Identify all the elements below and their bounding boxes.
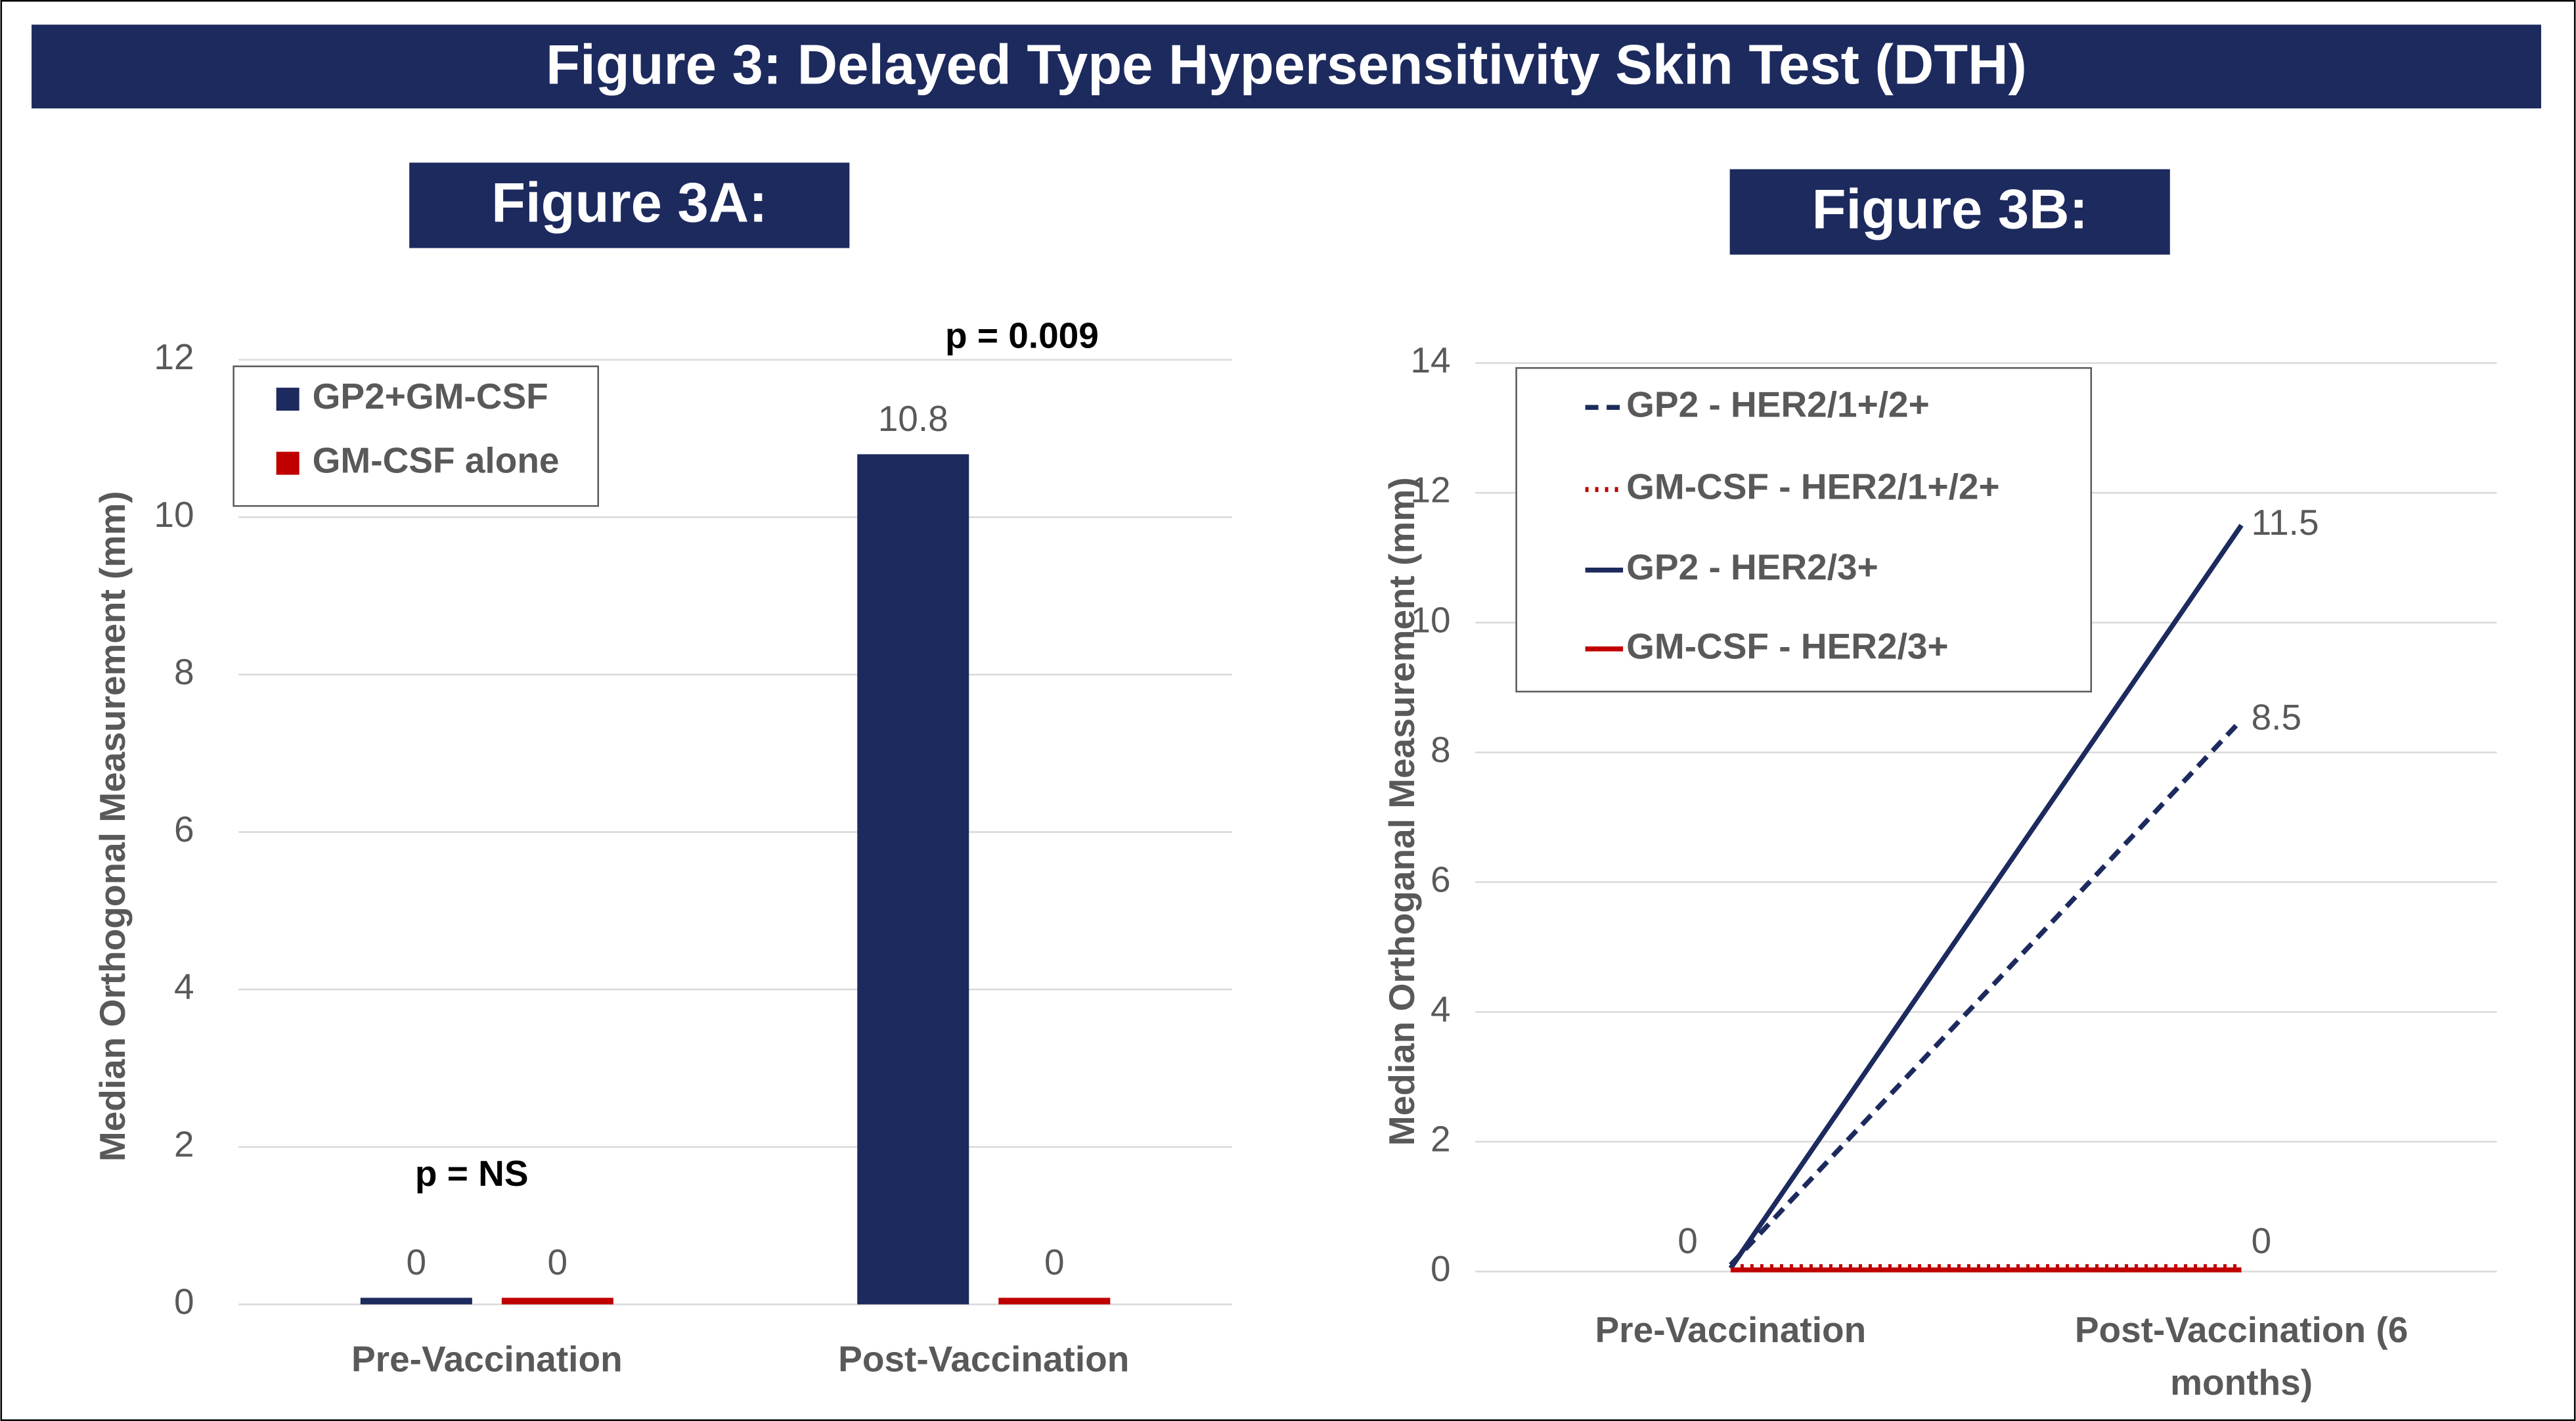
annotation: p = 0.009 bbox=[945, 315, 1099, 356]
y-tick-label: 14 bbox=[1410, 340, 1450, 380]
data-label: 0 bbox=[1044, 1242, 1065, 1282]
x-tick-label: Pre-Vaccination bbox=[1595, 1309, 1867, 1351]
y-tick-label: 6 bbox=[174, 809, 194, 849]
legend-box bbox=[1515, 367, 2093, 692]
legend-label: GM-CSF - HER2/1+/2+ bbox=[1626, 466, 1999, 507]
data-label: 0 bbox=[1677, 1220, 1698, 1261]
y-tick-label: 0 bbox=[1431, 1248, 1451, 1289]
x-tick-label-box: Pre-Vaccination bbox=[1595, 1309, 1867, 1351]
x-tick-label: Post-Vaccination (6 months) bbox=[2074, 1309, 2409, 1403]
panel-title: Figure 3A: bbox=[491, 172, 767, 235]
bar bbox=[360, 1297, 472, 1305]
data-label: 10.8 bbox=[878, 398, 948, 439]
y-axis-label: Median Orthoganal Measurement (mm) bbox=[1381, 477, 1422, 1146]
y-tick-label: 4 bbox=[1431, 989, 1451, 1029]
data-label: 8.5 bbox=[2252, 696, 2301, 737]
x-tick-label: Pre-Vaccination bbox=[351, 1339, 623, 1380]
legend-label: GP2+GM-CSF bbox=[313, 376, 548, 417]
data-label: 0 bbox=[2252, 1220, 2272, 1261]
y-tick-label: 8 bbox=[1431, 729, 1451, 770]
legend-label: GM-CSF - HER2/3+ bbox=[1626, 625, 1949, 666]
legend-label: GP2 - HER2/3+ bbox=[1626, 547, 1878, 587]
legend-swatch bbox=[276, 388, 300, 411]
y-tick-label: 6 bbox=[1431, 859, 1451, 899]
figure-title: Figure 3: Delayed Type Hypersensitivity … bbox=[546, 34, 2027, 96]
bar bbox=[857, 454, 969, 1305]
y-tick-label: 2 bbox=[1431, 1118, 1451, 1159]
bar bbox=[501, 1297, 613, 1305]
y-tick-label: 0 bbox=[174, 1281, 194, 1322]
title-banner bbox=[32, 24, 2541, 109]
x-tick-label: Post-Vaccination bbox=[838, 1339, 1129, 1380]
y-tick-label: 4 bbox=[174, 966, 194, 1007]
data-label: 0 bbox=[548, 1242, 568, 1282]
y-tick-label: 12 bbox=[1410, 470, 1450, 510]
bar bbox=[998, 1297, 1111, 1305]
y-tick-label: 2 bbox=[174, 1123, 194, 1164]
data-label: 0 bbox=[407, 1242, 427, 1282]
x-tick-label-box: Post-Vaccination (6 months) bbox=[2074, 1309, 2409, 1403]
line bbox=[1729, 718, 2244, 1267]
legend-label: GM-CSF alone bbox=[313, 440, 560, 481]
line bbox=[1728, 524, 2244, 1270]
legend-label: GP2 - HER2/1+/2+ bbox=[1626, 384, 1930, 425]
panel-title-box bbox=[1729, 169, 2170, 255]
panel-title: Figure 3B: bbox=[1812, 179, 2088, 241]
data-label: 11.5 bbox=[2252, 502, 2319, 543]
y-tick-label: 8 bbox=[174, 651, 194, 692]
y-tick-label: 10 bbox=[154, 494, 194, 535]
panel-title-box bbox=[409, 162, 850, 248]
y-tick-label: 10 bbox=[1410, 599, 1450, 640]
y-axis-label: Median Orthogonal Measurement (mm) bbox=[92, 491, 133, 1162]
legend-swatch bbox=[276, 451, 300, 475]
y-tick-label: 12 bbox=[154, 336, 194, 377]
annotation: p = NS bbox=[415, 1153, 529, 1194]
